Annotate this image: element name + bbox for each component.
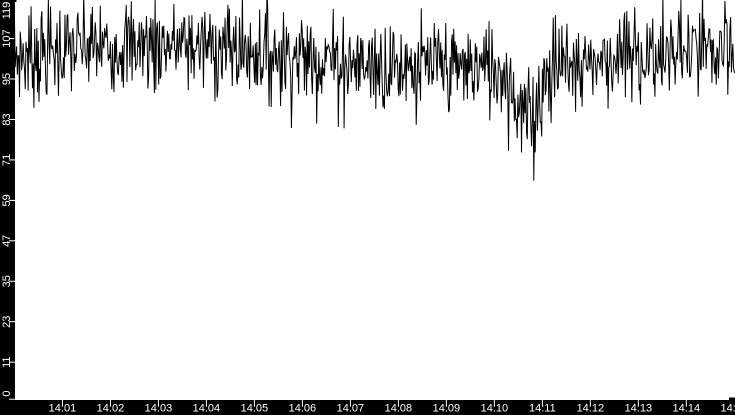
svg-text:14:14: 14:14	[673, 402, 701, 414]
svg-text:119: 119	[1, 2, 13, 20]
svg-text:47: 47	[1, 235, 13, 247]
svg-text:71: 71	[1, 154, 13, 166]
svg-text:14:11: 14:11	[529, 402, 556, 414]
svg-text:0: 0	[1, 390, 13, 396]
svg-text:14:08: 14:08	[385, 402, 413, 414]
svg-text:14:04: 14:04	[193, 402, 221, 414]
svg-text:14:13: 14:13	[625, 402, 653, 414]
svg-text:14:15: 14:15	[721, 402, 735, 414]
svg-text:14:09: 14:09	[433, 402, 461, 414]
svg-text:14:03: 14:03	[145, 402, 173, 414]
svg-text:14:07: 14:07	[337, 402, 365, 414]
svg-text:14:10: 14:10	[481, 402, 509, 414]
svg-text:14:02: 14:02	[97, 402, 125, 414]
svg-text:107: 107	[1, 29, 13, 47]
svg-text:14:06: 14:06	[289, 402, 317, 414]
svg-text:95: 95	[1, 73, 13, 85]
svg-text:83: 83	[1, 113, 13, 125]
svg-text:14:05: 14:05	[241, 402, 269, 414]
svg-text:23: 23	[1, 316, 13, 328]
svg-text:35: 35	[1, 275, 13, 287]
svg-text:11: 11	[1, 356, 13, 367]
svg-text:59: 59	[1, 194, 13, 206]
svg-text:14:12: 14:12	[577, 402, 605, 414]
svg-text:14:01: 14:01	[49, 402, 77, 414]
